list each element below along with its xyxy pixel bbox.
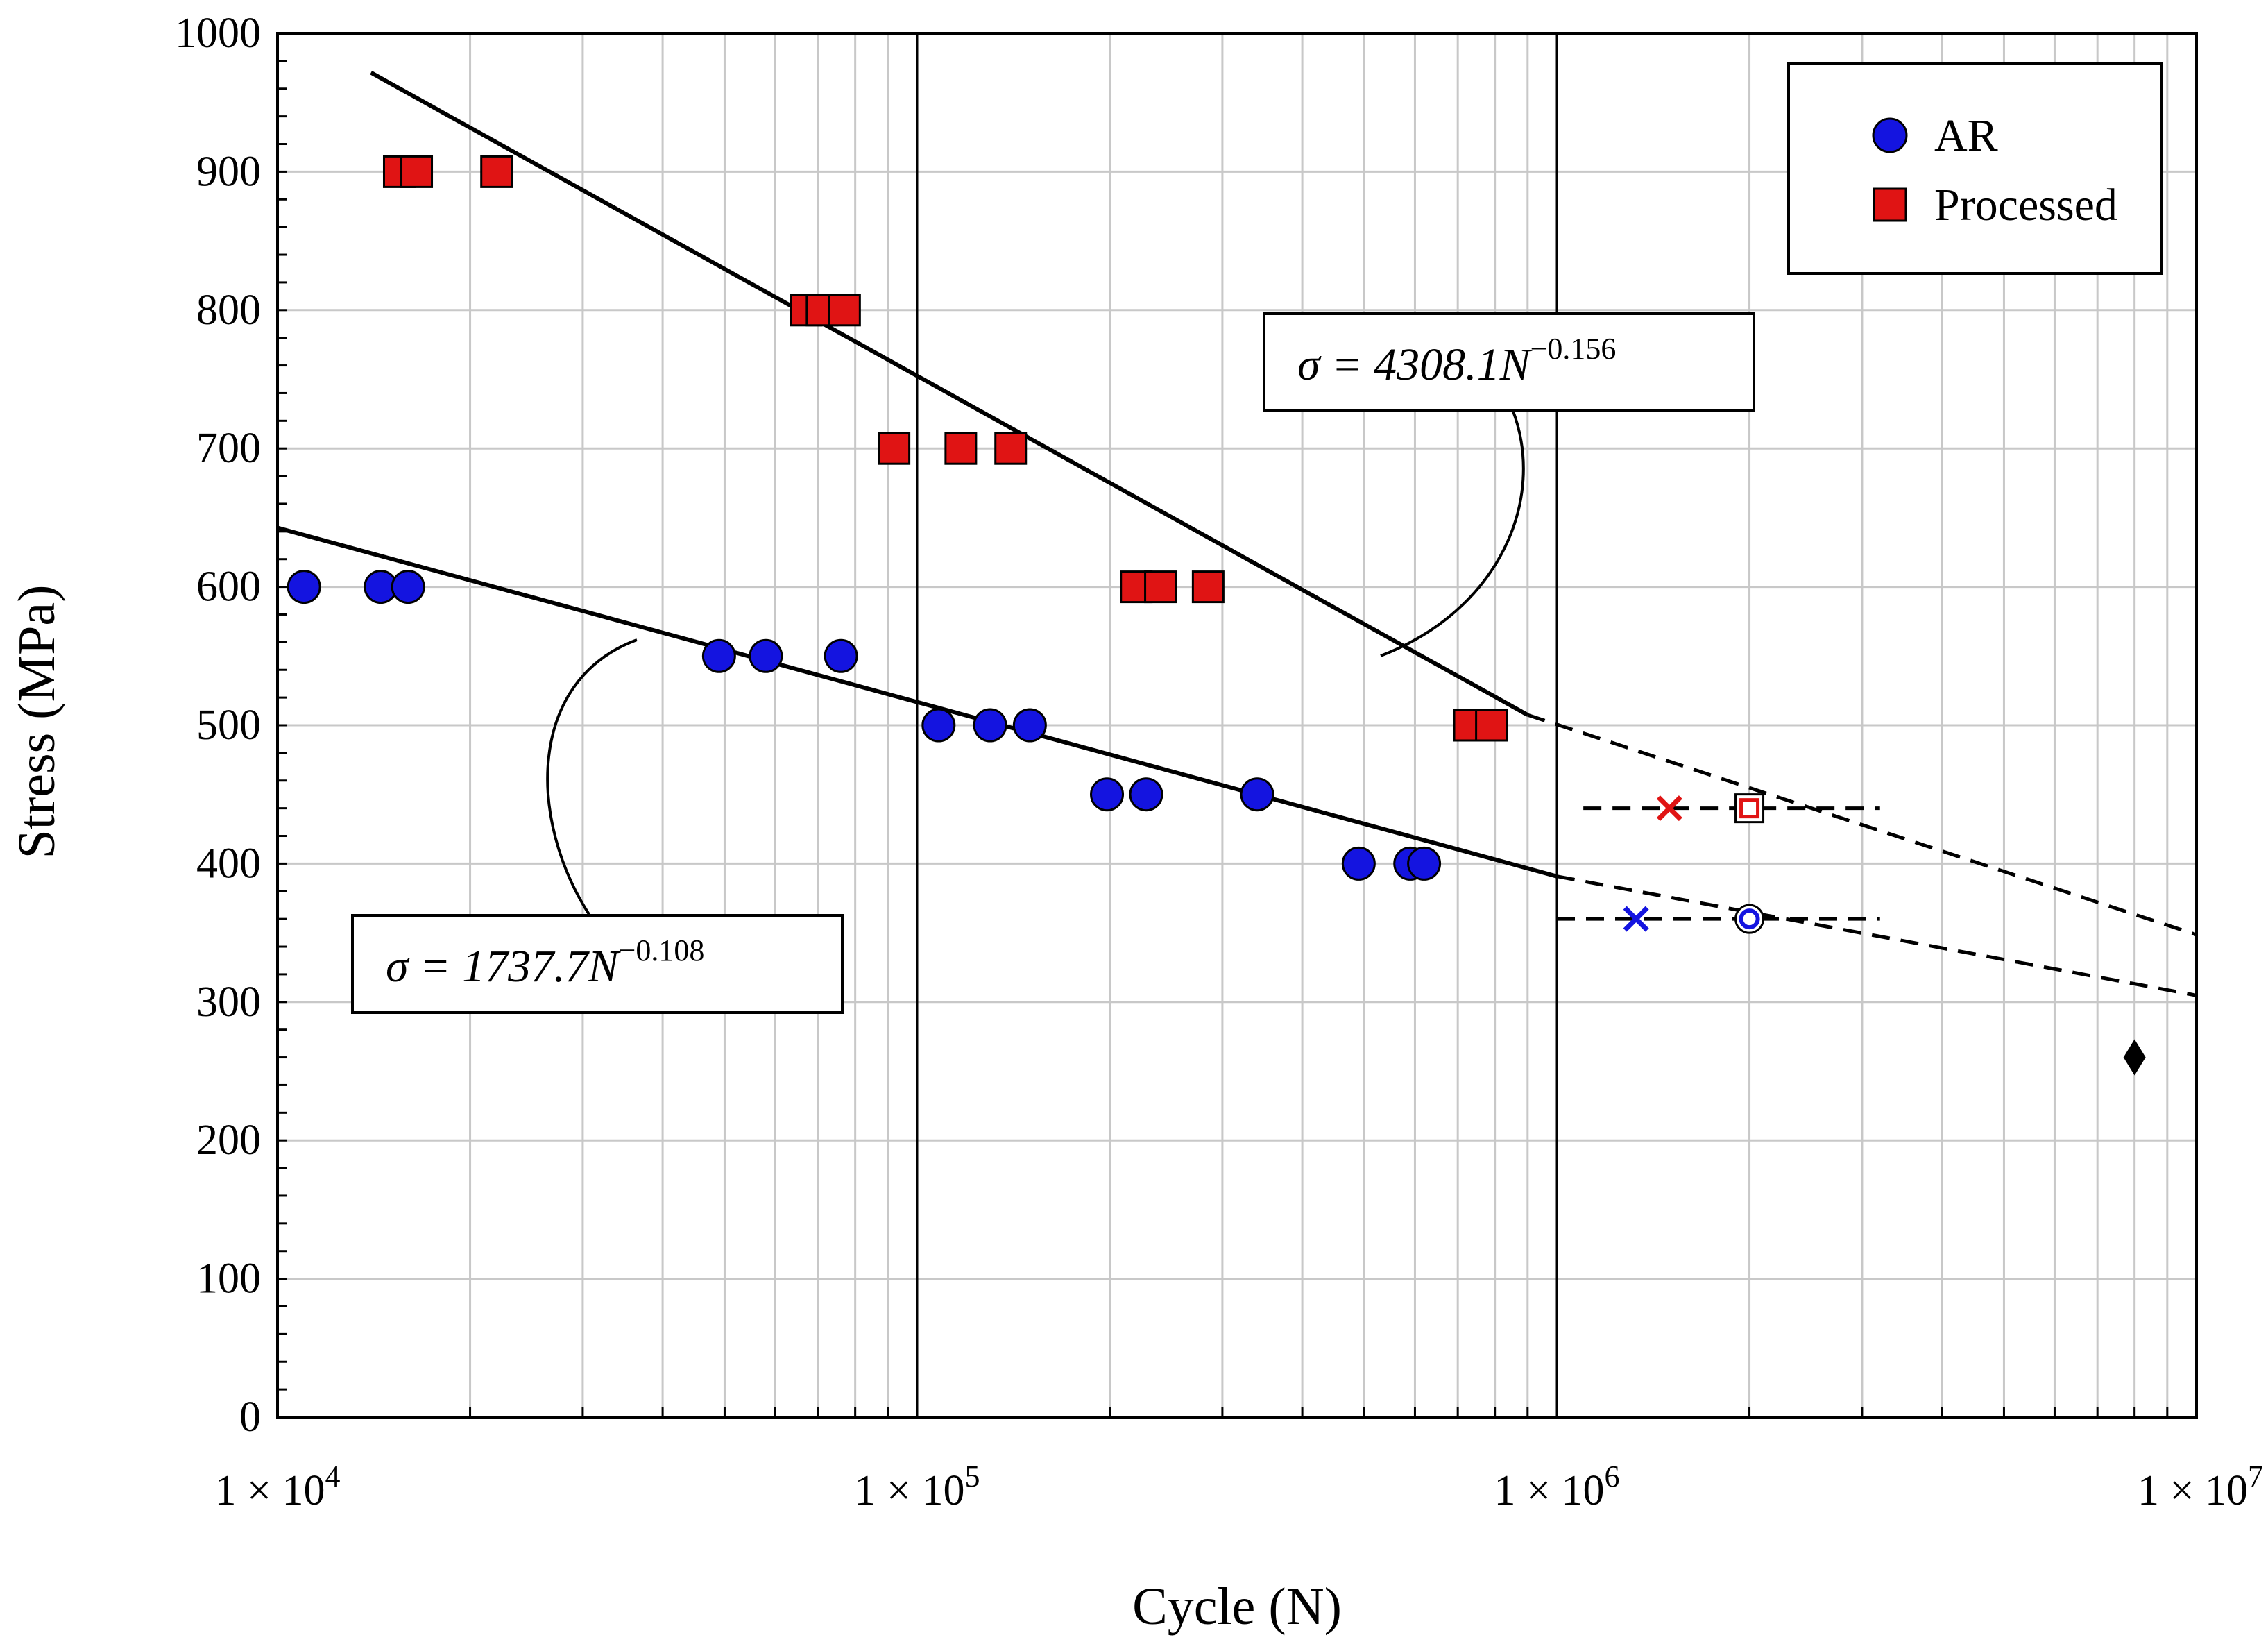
x-tick-label: 1 × 107 [2138,1459,2263,1514]
y-minor-ticks [278,32,2169,1419]
processed-equation-box: σ = 4308.1N−0.156 [1263,312,1755,412]
y-tick-label: 600 [196,564,261,611]
processed-data-point [480,155,513,188]
x-axis-title: Cycle (N) [1132,1577,1342,1636]
legend-ar-label: AR [1934,110,1998,161]
y-tick-labels: 0 100 200 300 400 500 600 700 800 900 1000 [175,10,261,1441]
processed-equation-exponent: −0.156 [1531,332,1617,366]
intersection-diamond-marker [2123,1039,2146,1076]
ar-data-point [973,708,1007,743]
legend-ar-marker [1872,117,1908,153]
ar-data-point [1129,777,1163,812]
ar-equation-box: σ = 1737.7N−0.108 [351,914,844,1014]
processed-data-point [400,155,434,188]
processed-data-point [1144,570,1177,604]
x-tick-label: 1 × 105 [855,1459,980,1514]
processed-runout-marker [1739,798,1760,819]
ar-equation-text: σ = 1737.7N−0.108 [386,933,704,992]
ar-data-point [287,570,321,604]
y-tick-label: 500 [196,702,261,749]
y-tick-label: 700 [196,425,261,472]
ar-runout-marker [1739,908,1760,930]
ar-callout-curve [546,638,638,917]
x-tick-label: 1 × 106 [1494,1459,1620,1514]
fit-line-dashed [1556,874,2197,997]
ar-data-point [1407,846,1442,881]
ar-data-point [1090,777,1125,812]
processed-data-point [828,294,861,327]
data-points [287,155,2146,1076]
y-tick-label: 200 [196,1117,261,1164]
processed-equation-main: σ = 4308.1N [1297,339,1533,390]
processed-data-point [994,432,1028,465]
legend-processed-label: Processed [1934,180,2117,230]
fit-line-dashed [1527,713,2197,937]
y-tick-label: 300 [196,979,261,1026]
x-marker-stroke [1656,795,1682,822]
ar-data-point [391,570,425,604]
x-tick-label: 1 × 104 [215,1459,341,1514]
processed-data-point [1475,709,1508,742]
fit-line-solid [370,70,1529,717]
x-tick-labels: 1 × 104 1 × 105 1 × 106 1 × 107 [215,1459,2263,1514]
ar-predicted-x-marker [1623,906,1649,932]
y-axis-title: Stress (MPa) [8,585,66,859]
processed-predicted-x-marker [1656,795,1682,822]
ar-equation-main: σ = 1737.7N [386,941,622,992]
x-marker-stroke [1623,906,1649,932]
ar-data-point [1012,708,1047,743]
processed-data-point [878,432,911,465]
ar-data-point [824,638,858,673]
fit-line-solid [277,525,1558,879]
ar-data-point [701,638,736,673]
equation-callouts [546,409,1525,917]
ar-data-point [749,638,783,673]
legend: AR Processed [1787,62,2163,275]
fit-lines [277,70,2197,997]
processed-equation-frame [1263,312,1755,412]
threshold-lines [1557,806,1880,921]
y-tick-label: 0 [239,1394,261,1441]
ar-equation-exponent: −0.108 [619,933,705,967]
processed-data-point [944,432,978,465]
y-tick-label: 900 [196,148,261,195]
y-tick-label: 1000 [175,10,261,57]
ar-data-point [1341,846,1376,881]
y-tick-label: 400 [196,840,261,887]
legend-processed-marker [1873,187,1907,222]
processed-callout-curve [1380,409,1525,657]
y-tick-label: 100 [196,1255,261,1303]
ar-equation-frame [351,914,844,1014]
legend-frame [1787,62,2163,275]
processed-data-point [1191,570,1225,604]
y-tick-label: 800 [196,287,261,334]
ar-data-point [1240,777,1274,812]
processed-equation-text: σ = 4308.1N−0.156 [1297,332,1616,390]
ar-data-point [921,708,956,743]
